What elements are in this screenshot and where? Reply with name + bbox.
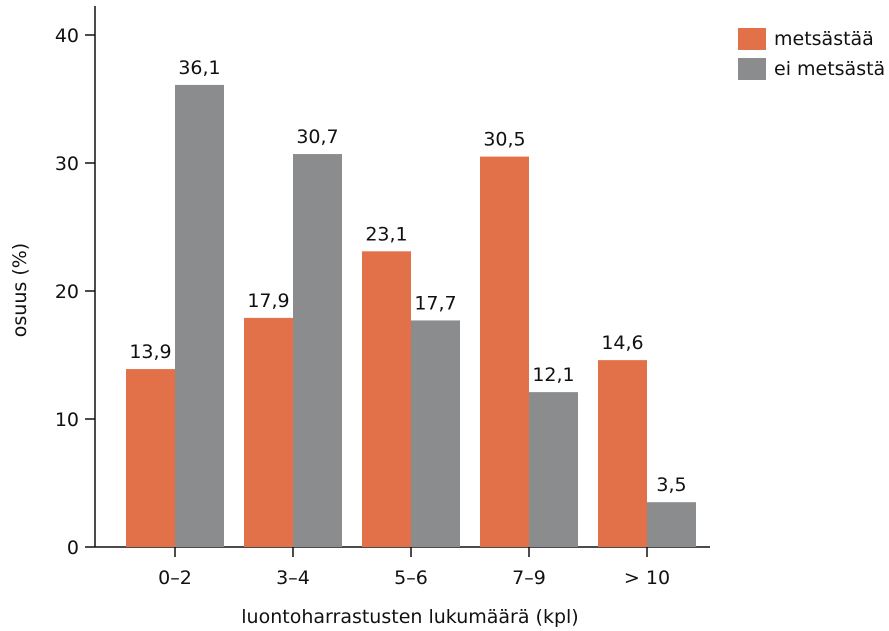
data-label: 17,9 — [247, 290, 289, 312]
y-tick-label: 20 — [55, 281, 79, 303]
legend-label: ei metsästä — [774, 58, 885, 80]
bar-metsastaa — [244, 317, 293, 547]
bar-ei-metsasta — [411, 320, 460, 547]
x-tick-label: 5–6 — [394, 567, 428, 589]
x-axis-title: luontoharrastusten lukumäärä (kpl) — [241, 606, 578, 628]
bars — [126, 84, 696, 548]
y-axis: 0 10 20 30 40 — [55, 6, 96, 559]
legend-swatch — [738, 58, 766, 80]
legend-label: metsästää — [774, 28, 874, 50]
bar-metsastaa — [126, 369, 175, 547]
bar-ei-metsasta — [175, 84, 224, 548]
bar-ei-metsasta — [647, 502, 696, 547]
data-label: 30,5 — [483, 129, 525, 151]
data-label: 14,6 — [601, 332, 643, 354]
bar-ei-metsasta — [293, 154, 342, 548]
y-tick-label: 0 — [67, 537, 79, 559]
y-axis-title: osuus (%) — [9, 243, 31, 337]
x-tick-label: 3–4 — [276, 567, 310, 589]
data-label: 3,5 — [656, 474, 686, 496]
y-tick-label: 10 — [55, 409, 79, 431]
x-tick-label: > 10 — [624, 567, 670, 589]
legend-swatch — [738, 28, 766, 50]
data-label: 23,1 — [365, 223, 407, 245]
x-tick-label: 7–9 — [512, 567, 546, 589]
data-label: 36,1 — [178, 57, 220, 79]
x-tick-label: 0–2 — [158, 567, 192, 589]
data-label: 17,7 — [414, 292, 456, 314]
bar-metsastaa — [480, 156, 529, 547]
bar-metsastaa — [362, 251, 411, 547]
x-axis: 0–2 3–4 5–6 7–9 > 10 — [95, 546, 710, 589]
y-tick-label: 30 — [55, 153, 79, 175]
bar-metsastaa — [598, 360, 647, 547]
y-tick-label: 40 — [55, 25, 79, 47]
data-label: 12,1 — [532, 364, 574, 386]
legend: metsästää ei metsästä — [738, 28, 885, 80]
data-label: 13,9 — [129, 341, 171, 363]
data-label: 30,7 — [296, 126, 338, 148]
bar-ei-metsasta — [529, 392, 578, 547]
value-labels: 13,9 36,1 17,9 30,7 23,1 17,7 30,5 12,1 14,6 3,5 — [129, 57, 686, 496]
